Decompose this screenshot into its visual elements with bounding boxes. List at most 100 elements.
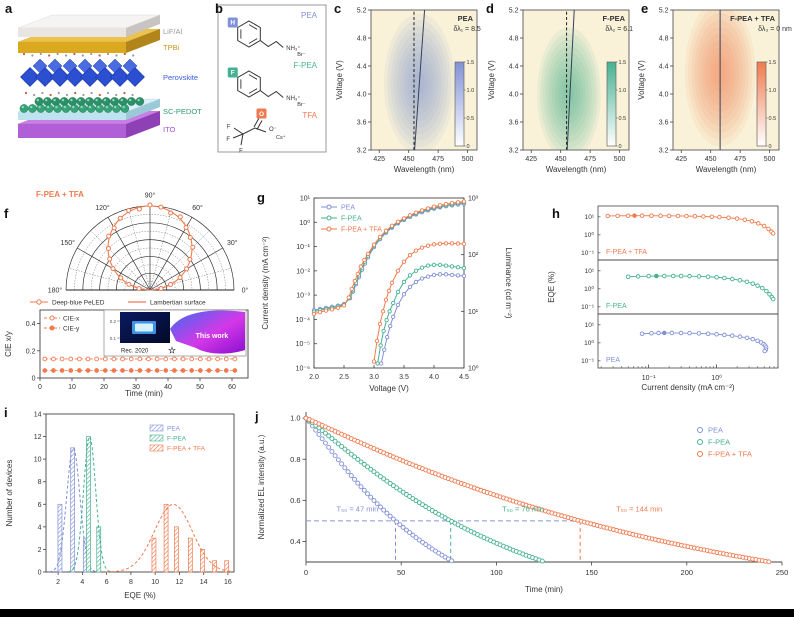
svg-text:δλ₂ = 6.1 nm: δλ₂ = 6.1 nm bbox=[605, 26, 633, 33]
svg-text:0.5: 0.5 bbox=[769, 116, 777, 122]
contour-chart-fpea: 425 450 475 500 3.2 3.6 4.0 4.4 4.8 5.2 Wavelength… bbox=[487, 8, 645, 175]
svg-text:10⁻¹: 10⁻¹ bbox=[581, 250, 595, 257]
svg-text:3.5: 3.5 bbox=[399, 374, 409, 381]
svg-text:T₅₀ = 47 min: T₅₀ = 47 min bbox=[337, 505, 379, 514]
svg-text:F-PEA + TFA: F-PEA + TFA bbox=[606, 249, 647, 256]
svg-text:F-PEA + TFA: F-PEA + TFA bbox=[708, 450, 752, 459]
svg-text:475: 475 bbox=[584, 156, 596, 163]
svg-text:Perovskite: Perovskite bbox=[163, 73, 198, 82]
svg-text:4.0: 4.0 bbox=[429, 374, 439, 381]
svg-text:F: F bbox=[227, 125, 231, 131]
svg-text:Voltage (V): Voltage (V) bbox=[335, 60, 344, 100]
svg-text:F-PEA: F-PEA bbox=[606, 303, 627, 310]
svg-text:1.5: 1.5 bbox=[467, 60, 475, 66]
svg-text:PEA: PEA bbox=[301, 11, 318, 20]
svg-text:1.0: 1.0 bbox=[619, 88, 627, 94]
histogram-chart: 2 4 6 8 10 12 14 16 0 2 4 6 8 10 12 14 PEA F-PEA F-PEA + T… bbox=[5, 412, 235, 600]
svg-text:T₅₀ = 76 min: T₅₀ = 76 min bbox=[502, 505, 544, 514]
svg-text:0.8: 0.8 bbox=[290, 455, 300, 464]
svg-text:4.0: 4.0 bbox=[509, 92, 519, 99]
svg-text:This work: This work bbox=[196, 333, 229, 340]
device-stack-schematic: LiF/Al TPBi Perovskite SC-PEDOT ITO bbox=[17, 14, 202, 138]
panel-label-b: b bbox=[215, 1, 223, 16]
svg-text:F-PEA: F-PEA bbox=[167, 435, 187, 442]
panel-j: 0 50 100 150 200 250 0.4 0.6 0.8 1.0 T₅₀ = 47 min T… bbox=[248, 400, 794, 614]
svg-text:10⁰: 10⁰ bbox=[584, 231, 594, 239]
svg-text:450: 450 bbox=[403, 156, 415, 163]
panel-label-a: a bbox=[5, 1, 13, 16]
svg-text:3.2: 3.2 bbox=[357, 148, 367, 155]
svg-text:LiF/Al: LiF/Al bbox=[163, 27, 183, 36]
svg-text:1.0: 1.0 bbox=[290, 414, 300, 423]
svg-text:8: 8 bbox=[38, 479, 42, 486]
panel-label-i: i bbox=[4, 405, 8, 420]
svg-text:Normalized EL intensity (a.u.): Normalized EL intensity (a.u.) bbox=[257, 434, 266, 539]
svg-text:4.0: 4.0 bbox=[357, 92, 367, 99]
svg-text:3.0: 3.0 bbox=[369, 374, 379, 381]
svg-text:10⁰: 10⁰ bbox=[584, 285, 594, 293]
svg-text:0°: 0° bbox=[242, 287, 249, 295]
svg-text:H: H bbox=[230, 20, 235, 27]
svg-text:10: 10 bbox=[68, 384, 76, 391]
el-decay-chart: 0 50 100 150 200 250 0.4 0.6 0.8 1.0 T₅₀ = 47 min T… bbox=[257, 412, 788, 594]
svg-text:Deep-blue PeLED: Deep-blue PeLED bbox=[52, 300, 105, 307]
svg-text:180°: 180° bbox=[48, 287, 63, 295]
panel-label-c: c bbox=[334, 1, 342, 16]
svg-text:4.0: 4.0 bbox=[659, 92, 669, 99]
svg-text:EQE (%): EQE (%) bbox=[547, 271, 556, 303]
panel-a: LiF/Al TPBi Perovskite SC-PEDOT ITO bbox=[0, 0, 213, 183]
svg-text:475: 475 bbox=[432, 156, 444, 163]
svg-text:NH₃⁺: NH₃⁺ bbox=[286, 95, 300, 102]
svg-text:4.8: 4.8 bbox=[357, 36, 367, 43]
svg-text:δλ₃ = 0 nm: δλ₃ = 0 nm bbox=[758, 26, 792, 33]
svg-text:14: 14 bbox=[34, 412, 42, 419]
svg-text:10¹: 10¹ bbox=[585, 268, 595, 275]
svg-text:100: 100 bbox=[490, 568, 503, 577]
svg-text:F-PEA + TFA: F-PEA + TFA bbox=[730, 14, 776, 23]
svg-text:60°: 60° bbox=[192, 204, 203, 212]
svg-text:10⁻²: 10⁻² bbox=[296, 268, 310, 275]
svg-text:425: 425 bbox=[675, 156, 687, 163]
svg-text:50: 50 bbox=[196, 384, 204, 391]
panel-b: H NH₃⁺ Br⁻ PEA F NH₃⁺ Br⁻ F-PEA O F F F O⁻ Cs⁺ TFA bbox=[213, 0, 331, 183]
svg-text:4.4: 4.4 bbox=[509, 64, 519, 71]
polar-and-cie-chart: 0° 30° 60° 90° 120° 150° 180° F-PEA + TFA Deep-b… bbox=[4, 190, 249, 398]
svg-text:F-PEA: F-PEA bbox=[708, 438, 730, 447]
svg-text:5.2: 5.2 bbox=[357, 8, 367, 15]
svg-text:0.2: 0.2 bbox=[110, 319, 117, 324]
svg-text:0: 0 bbox=[769, 144, 772, 150]
svg-text:0: 0 bbox=[38, 384, 42, 391]
svg-text:14: 14 bbox=[200, 579, 208, 586]
svg-text:4.8: 4.8 bbox=[659, 36, 669, 43]
svg-text:10⁰: 10⁰ bbox=[584, 339, 594, 347]
svg-text:Rec. 2020: Rec. 2020 bbox=[121, 349, 149, 355]
svg-text:Cs⁺: Cs⁺ bbox=[276, 134, 286, 141]
panel-c: 425 450 475 500 3.2 3.6 4.0 4.4 4.8 5.2 Wavelength… bbox=[331, 0, 493, 185]
svg-text:0.1: 0.1 bbox=[110, 336, 117, 341]
svg-text:1.0: 1.0 bbox=[467, 88, 475, 94]
svg-text:3.2: 3.2 bbox=[659, 148, 669, 155]
panel-label-g: g bbox=[257, 190, 265, 205]
svg-text:NH₃⁺: NH₃⁺ bbox=[286, 45, 300, 52]
panel-label-j: j bbox=[255, 409, 259, 424]
svg-text:4.4: 4.4 bbox=[357, 64, 367, 71]
svg-text:Lambertian surface: Lambertian surface bbox=[150, 300, 206, 307]
svg-text:2: 2 bbox=[38, 547, 42, 554]
svg-text:Br⁻: Br⁻ bbox=[297, 52, 306, 58]
svg-text:SC-PEDOT: SC-PEDOT bbox=[163, 107, 202, 116]
svg-text:4: 4 bbox=[38, 524, 42, 531]
svg-text:2.0: 2.0 bbox=[309, 374, 319, 381]
svg-text:Time (min): Time (min) bbox=[525, 585, 563, 594]
bottom-black-bar bbox=[0, 609, 794, 617]
svg-text:10⁰: 10⁰ bbox=[299, 219, 310, 227]
panel-label-h: h bbox=[552, 206, 560, 221]
svg-text:500: 500 bbox=[764, 156, 776, 163]
svg-text:CIE-x: CIE-x bbox=[63, 315, 80, 322]
svg-text:10¹: 10¹ bbox=[585, 214, 595, 221]
panel-g: 10¹ 10⁰ 10⁻¹ 10⁻² 10⁻³ 10⁻⁴ 10⁻⁵ 10⁻⁶ 10³ 10² 10¹ 1… bbox=[252, 180, 540, 405]
svg-text:20: 20 bbox=[100, 384, 108, 391]
svg-text:F-PEA + TFA: F-PEA + TFA bbox=[341, 227, 382, 234]
svg-text:Number of devices: Number of devices bbox=[5, 460, 14, 527]
svg-text:0.4: 0.4 bbox=[290, 537, 300, 546]
